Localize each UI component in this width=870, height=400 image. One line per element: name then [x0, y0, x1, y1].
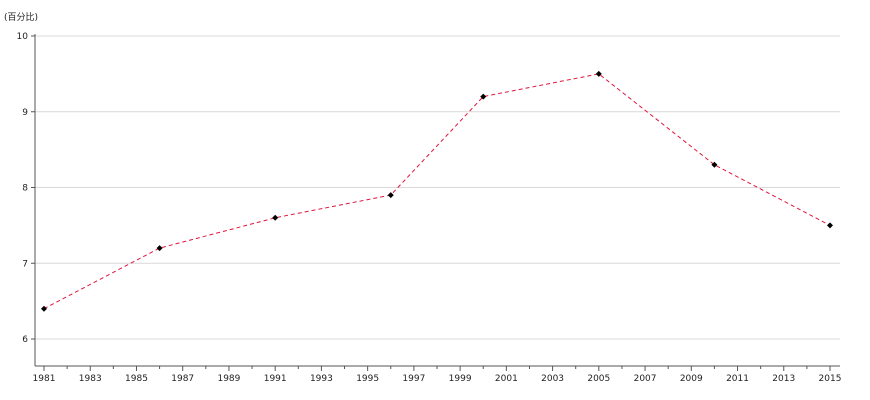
x-tick-label: 2009 [680, 374, 703, 384]
x-tick-label: 2015 [819, 374, 842, 384]
y-tick-label: 6 [22, 335, 28, 345]
data-point [595, 70, 602, 77]
y-tick-label: 7 [22, 259, 28, 269]
data-point [41, 305, 47, 312]
x-tick-label: 2013 [772, 374, 795, 384]
x-tick-label: 2005 [587, 374, 610, 384]
y-tick-label: 10 [17, 32, 29, 42]
x-tick-label: 1991 [264, 374, 287, 384]
data-point [156, 245, 163, 252]
data-point [480, 93, 487, 100]
y-axis: 6 7 8 9 10 [17, 32, 36, 366]
grid-lines [35, 35, 840, 340]
x-tick-label: 1993 [310, 374, 333, 384]
x-tick-label: 2007 [634, 374, 657, 384]
data-point [711, 161, 718, 168]
series-layer [41, 70, 833, 312]
data-point [827, 222, 833, 229]
x-tick-label: 1983 [79, 374, 102, 384]
series-line [43, 73, 831, 310]
x-tick-label: 1999 [449, 374, 472, 384]
y-tick-label: 8 [22, 184, 28, 194]
data-point [272, 214, 279, 221]
y-unit-label: (百分比) [4, 11, 38, 23]
y-tick-label: 9 [22, 108, 28, 118]
x-tick-label: 1987 [171, 374, 194, 384]
x-tick-label: 1995 [356, 374, 379, 384]
x-tick-label: 2001 [495, 374, 518, 384]
x-axis: 1981 1983 1985 1987 1989 1991 1993 1995 1997 1999… [33, 365, 842, 384]
data-point [387, 192, 394, 199]
x-tick-label: 2011 [726, 374, 749, 384]
x-tick-label: 1985 [125, 374, 148, 384]
x-tick-label: 1997 [402, 374, 425, 384]
x-tick-label: 1989 [217, 374, 240, 384]
x-tick-label: 1981 [33, 374, 56, 384]
x-tick-label: 2003 [541, 374, 564, 384]
